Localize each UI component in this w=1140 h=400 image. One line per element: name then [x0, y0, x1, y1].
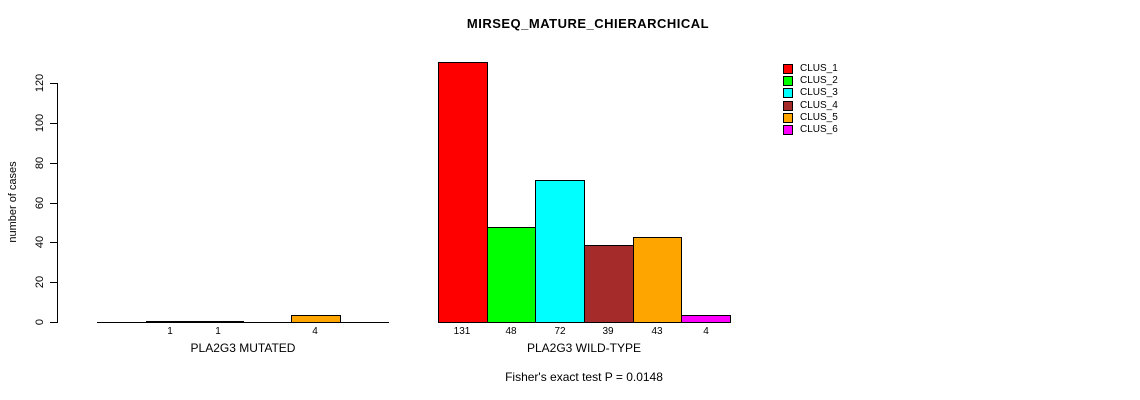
group-label-mutated: PLA2G3 MUTATED [190, 341, 296, 355]
bar-value-label: 72 [554, 326, 566, 337]
legend-swatch-clus_5 [783, 113, 793, 123]
bar-clus_3-mutated [194, 321, 244, 323]
y-tick-mark [50, 163, 57, 164]
legend-label: CLUS_1 [800, 63, 838, 74]
legend-swatch-clus_6 [783, 125, 793, 135]
y-tick-mark [50, 83, 57, 84]
legend-swatch-clus_4 [783, 101, 793, 111]
y-axis-line [57, 83, 58, 323]
y-tick-mark [50, 123, 57, 124]
chart-title: MIRSEQ_MATURE_CHIERARCHICAL [466, 16, 710, 31]
y-tick-label: 80 [34, 156, 46, 170]
bar-clus_5-wildtype [633, 237, 682, 323]
y-tick-mark [50, 203, 57, 204]
bar-value-label: 1 [167, 326, 173, 337]
legend-swatch-clus_3 [783, 88, 793, 98]
y-tick-mark [50, 322, 57, 323]
bar-clus_3-wildtype [535, 180, 585, 323]
y-tick-mark [50, 242, 57, 243]
y-tick-label: 40 [34, 235, 46, 249]
bar-clus_4-wildtype [584, 245, 634, 323]
bar-value-label: 131 [453, 326, 471, 337]
bar-value-label: 4 [312, 326, 318, 337]
y-tick-label: 60 [34, 196, 46, 210]
bar-clus_2-mutated [146, 321, 195, 323]
bar-value-label: 43 [651, 326, 663, 337]
legend-label: CLUS_3 [800, 87, 838, 98]
bar-value-label: 39 [602, 326, 614, 337]
legend-label: CLUS_6 [800, 124, 838, 135]
y-tick-label: 0 [34, 318, 46, 326]
y-tick-label: 120 [34, 73, 46, 93]
bar-value-label: 4 [703, 326, 709, 337]
fisher-test-annotation: Fisher's exact test P = 0.0148 [505, 370, 663, 384]
bar-clus_2-wildtype [487, 227, 536, 323]
bar-value-label: 48 [505, 326, 517, 337]
bar-clus_5-mutated [291, 315, 341, 323]
y-tick-mark [50, 282, 57, 283]
legend-label: CLUS_5 [800, 112, 838, 123]
bar-clus_1-wildtype [438, 62, 488, 323]
bar-clus_6-wildtype [681, 315, 731, 323]
group-label-wildtype: PLA2G3 WILD-TYPE [526, 341, 642, 355]
y-axis-label: number of cases [7, 161, 19, 243]
y-tick-label: 20 [34, 275, 46, 289]
legend-label: CLUS_2 [800, 75, 838, 86]
legend-label: CLUS_4 [800, 100, 838, 111]
bar-value-label: 1 [215, 326, 221, 337]
legend-swatch-clus_2 [783, 76, 793, 86]
legend-swatch-clus_1 [783, 64, 793, 74]
y-tick-label: 100 [34, 113, 46, 133]
